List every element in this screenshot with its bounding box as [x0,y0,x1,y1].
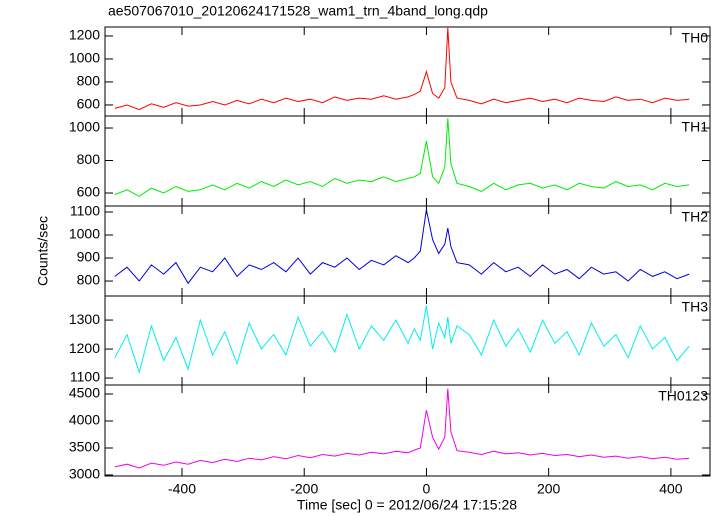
light-curve [114,305,690,374]
light-curve [114,388,690,469]
x-tick-label: -200 [290,481,318,497]
y-tick-label: 800 [77,151,101,167]
x-tick-label: 200 [537,481,561,497]
light-curve [114,118,690,197]
y-tick-label: 4500 [69,385,100,401]
y-tick-label: 1100 [70,369,100,385]
panel-label: TH1 [682,119,709,135]
y-tick-label: 1000 [69,50,100,66]
y-tick-label: 3500 [69,439,100,455]
y-tick-label: 800 [77,73,101,89]
y-axis-label: Counts/sec [35,216,51,286]
y-tick-label: 1200 [69,27,100,43]
x-axis-label: Time [sec] 0 = 2012/06/24 17:15:28 [297,497,517,513]
y-tick-label: 1000 [69,119,100,135]
y-tick-label: 1300 [69,311,100,327]
y-tick-label: 3000 [69,466,100,482]
panel-label: TH0123 [658,388,708,404]
panel-frame [104,26,711,117]
panel-label: TH0 [682,30,709,46]
panel-label: TH3 [682,299,709,315]
panel-label: TH2 [682,209,709,225]
y-tick-label: 600 [77,184,101,200]
y-tick-label: 900 [77,249,101,265]
x-tick-label: -400 [168,481,196,497]
panel-frame [104,384,711,477]
y-tick-label: 1100 [70,203,100,219]
panel-frame [104,205,711,297]
x-tick-label: 400 [659,481,683,497]
chart-title: ae507067010_20120624171528_wam1_trn_4ban… [108,3,488,19]
y-tick-label: 4000 [69,412,100,428]
y-tick-label: 800 [77,272,101,288]
y-tick-label: 1200 [69,340,100,356]
light-curve [114,27,690,111]
y-tick-label: 1000 [69,226,100,242]
light-curve [114,209,690,285]
x-tick-label: 0 [423,481,431,497]
panel-frame [104,115,711,207]
y-tick-label: 600 [77,96,101,112]
